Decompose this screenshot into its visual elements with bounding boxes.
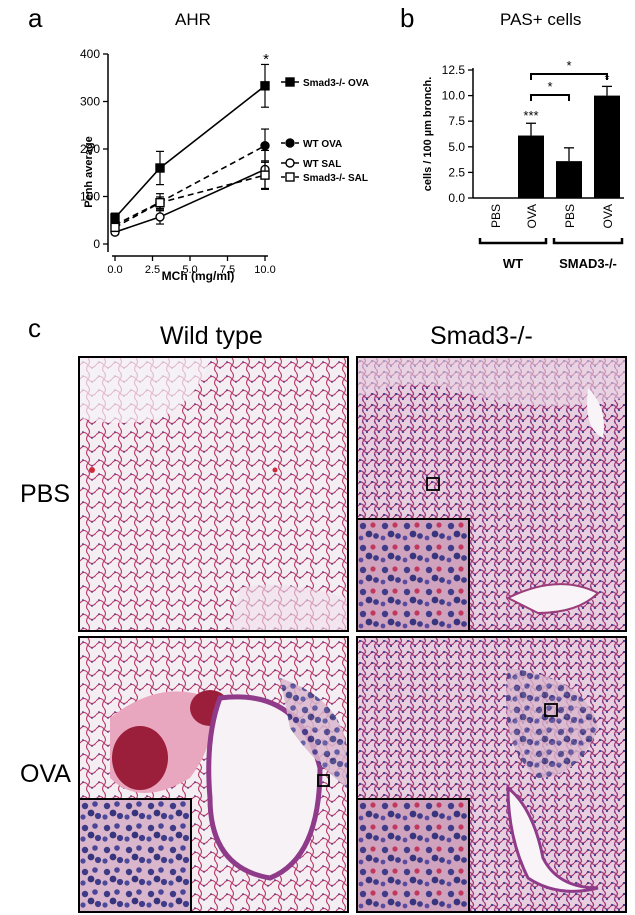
pas-comparison-bracket <box>530 73 608 80</box>
ahr-y-tick-label: 0 <box>93 237 100 251</box>
ahr-legend-marker <box>285 77 295 87</box>
micrograph-wt-pbs <box>78 356 349 632</box>
pas-group-label: SMAD3-/- <box>559 256 617 271</box>
pas-bar-label: OVA <box>525 204 539 228</box>
pas-bar-group: * <box>594 71 620 198</box>
ahr-data-point <box>260 81 270 91</box>
row-label-ova: OVA <box>20 760 71 788</box>
ahr-data-point <box>260 140 270 151</box>
pas-bar <box>594 95 620 198</box>
pas-bracket-label: * <box>566 58 571 73</box>
pas-y-ticks: 0.0 2.5 5.0 7.5 10.0 12.5 <box>442 63 473 205</box>
ahr-series <box>110 63 270 237</box>
pas-y-tick-label: 10.0 <box>442 89 466 103</box>
row-label-pbs: PBS <box>20 480 71 508</box>
inset-wt-ova <box>80 798 192 911</box>
panel-b-letter: b <box>400 3 415 33</box>
ahr-data-point <box>260 170 270 180</box>
ahr-series-0 <box>110 63 270 224</box>
pas-bar-label: PBS <box>563 204 577 228</box>
ahr-series-line <box>114 85 266 219</box>
ahr-x-tick-label: 10.0 <box>254 264 275 276</box>
ahr-data-point <box>155 212 165 222</box>
ahr-legend-marker <box>285 138 295 148</box>
col-header-smad3: Smad3-/- <box>430 322 533 350</box>
ahr-data-point <box>155 163 165 173</box>
panel-b-title: PAS+ cells <box>500 10 582 29</box>
pas-y-tick-label: 7.5 <box>448 114 465 128</box>
ahr-y-tick-label: 300 <box>80 95 100 109</box>
zoom-region-marker <box>426 477 440 491</box>
ahr-y-axis-label: Penh average <box>83 136 95 208</box>
ahr-y-tick-label: 100 <box>80 190 100 204</box>
ahr-series-2 <box>110 149 270 237</box>
pas-group-brackets: WT SMAD3-/- <box>478 238 624 271</box>
ahr-x-tick-label: 2.5 <box>145 264 160 276</box>
pas-bar-group: *** <box>518 108 544 198</box>
pas-bar-chart: 0.02.55.07.510.012.5 **** ** cells / 100… <box>422 58 624 271</box>
pas-bracket-label: * <box>547 79 552 94</box>
ahr-y-ticks: 0 100 200 300 400 <box>80 47 108 251</box>
pas-brackets: ** <box>530 58 608 101</box>
ahr-x-tick-label: 0.0 <box>107 264 122 276</box>
pas-group-label: WT <box>503 256 523 271</box>
zoom-region-marker <box>544 703 558 717</box>
ahr-legend: Smad3-/- OVA WT OVA WT SAL Smad3-/- SAL <box>281 77 369 184</box>
panel-a-letter: a <box>28 3 43 33</box>
ahr-series-3 <box>110 160 270 233</box>
micrograph-wt-ova <box>78 636 349 913</box>
ahr-legend-item: WT OVA <box>281 138 342 150</box>
pas-y-tick-label: 2.5 <box>448 165 465 179</box>
inset-smad3-pbs-image <box>358 520 468 630</box>
pas-bars: **** <box>518 71 620 198</box>
ahr-series-line <box>114 144 266 226</box>
panel-a-title: AHR <box>175 10 211 29</box>
pas-y-tick-label: 0.0 <box>448 191 465 205</box>
ahr-line-chart: 0 100 200 300 400 0.0 2.5 5.0 7.5 10.0 Penh aver… <box>80 47 369 283</box>
pas-group-bracket <box>478 238 548 245</box>
pas-comparison-bracket <box>530 94 570 101</box>
pas-bar-label: PBS <box>489 204 503 228</box>
inset-wt-ova-image <box>80 800 190 911</box>
ahr-data-point <box>110 222 120 233</box>
ahr-legend-label: WT OVA <box>303 139 342 150</box>
micrograph-smad3-pbs <box>356 356 627 632</box>
ahr-legend-label: WT SAL <box>303 159 341 170</box>
inset-smad3-pbs <box>358 518 470 630</box>
ahr-legend-marker <box>285 158 295 168</box>
ahr-legend-label: Smad3-/- OVA <box>303 78 369 89</box>
ahr-legend-item: Smad3-/- OVA <box>281 77 369 89</box>
ahr-y-tick-label: 400 <box>80 47 100 61</box>
pas-group-bracket <box>552 238 624 245</box>
ahr-x-axis-label: MCh (mg/ml) <box>162 269 235 283</box>
pas-bar-group <box>556 147 582 198</box>
zoom-region-marker <box>317 774 330 787</box>
inset-smad3-ova <box>358 798 470 911</box>
ahr-y-tick-label: 200 <box>80 142 100 156</box>
ahr-legend-marker <box>285 172 295 182</box>
ahr-series-line <box>114 174 266 229</box>
micrograph-smad3-ova <box>356 636 627 913</box>
ahr-legend-item: WT SAL <box>281 158 341 170</box>
micrograph-wt-pbs-image <box>80 358 347 630</box>
pas-y-tick-label: 5.0 <box>448 140 465 154</box>
pas-y-tick-label: 12.5 <box>442 63 466 77</box>
ahr-legend-item: Smad3-/- SAL <box>281 172 368 184</box>
pas-y-axis-label: cells / 100 µm bronch. <box>422 77 434 192</box>
ahr-series-line <box>114 168 266 233</box>
ahr-significance-star: * <box>263 51 269 68</box>
ahr-x-tick-label: 5.0 <box>182 264 197 276</box>
panel-c-letter: c <box>28 313 41 343</box>
pas-bar-annotation: *** <box>523 108 538 123</box>
pas-x-labels: PBS OVA PBS OVA <box>489 204 615 228</box>
pas-bar-label: OVA <box>601 204 615 228</box>
ahr-legend-label: Smad3-/- SAL <box>303 173 368 184</box>
inset-smad3-ova-image <box>358 800 468 911</box>
col-header-wild-type: Wild type <box>160 322 263 350</box>
ahr-x-tick-label: 7.5 <box>220 264 235 276</box>
pas-bar <box>556 161 582 198</box>
ahr-data-point <box>155 197 165 208</box>
pas-bar <box>518 135 544 198</box>
ahr-x-ticks: 0.0 2.5 5.0 7.5 10.0 <box>107 256 276 276</box>
